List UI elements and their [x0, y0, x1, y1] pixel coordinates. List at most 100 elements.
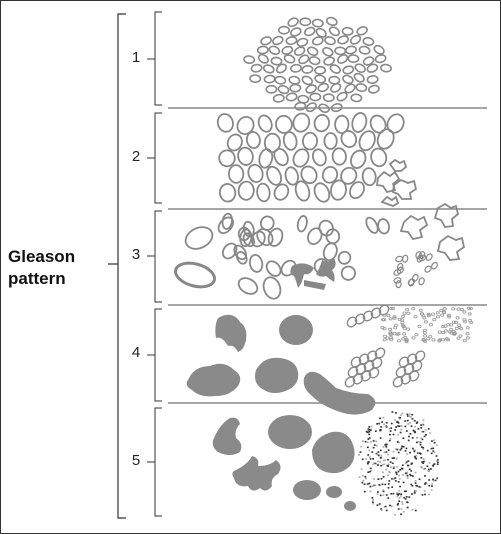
- pattern-2-gland: [247, 163, 264, 183]
- pattern-4-cell: [406, 311, 411, 315]
- pattern-5-cell: [377, 451, 380, 453]
- pattern-5-cell: [396, 492, 399, 494]
- pattern-5-cell: [382, 471, 384, 474]
- pattern-1-gland: [329, 64, 341, 74]
- pattern-4-cell: [388, 331, 393, 335]
- pattern-5-cell: [398, 478, 401, 480]
- pattern-5-cell: [411, 509, 414, 511]
- pattern-1-gland: [277, 25, 290, 35]
- pattern-2-gland: [273, 183, 290, 201]
- pattern-5-cell: [380, 508, 382, 510]
- pattern-3-small-gland: [411, 274, 419, 282]
- pattern-5-cell: [430, 468, 432, 470]
- pattern-2-gland: [245, 131, 261, 149]
- pattern-3-gland: [296, 215, 308, 233]
- pattern-5-cell: [404, 462, 407, 465]
- pattern-2-gland: [331, 147, 347, 166]
- pattern-3-label: 3: [131, 246, 141, 263]
- pattern-2-gland: [237, 146, 254, 166]
- pattern-5-cell: [423, 435, 426, 438]
- pattern-5-cell: [367, 428, 370, 430]
- pattern-2-gland: [266, 165, 283, 186]
- pattern-1-gland: [337, 35, 349, 45]
- pattern-5-cell: [424, 429, 427, 431]
- pattern-5-cell: [432, 447, 435, 450]
- pattern-5-cell: [426, 449, 429, 452]
- pattern-1-gland: [303, 26, 316, 37]
- row-bracket-3: [154, 210, 162, 303]
- pattern-5-cell: [403, 490, 406, 493]
- pattern-5-cell: [400, 508, 403, 510]
- pattern-5-cell: [406, 464, 409, 467]
- pattern-5-cell: [393, 457, 395, 459]
- pattern-5-cell: [375, 440, 378, 443]
- pattern-5-cell: [424, 483, 426, 485]
- pattern-4-cell: [392, 316, 397, 320]
- pattern-4-small-gland: [408, 370, 420, 382]
- pattern-4-cell: [467, 312, 472, 316]
- title-line-2: pattern: [8, 269, 66, 288]
- pattern-1-gland: [325, 16, 338, 27]
- pattern-5-cell: [391, 411, 394, 413]
- pattern-5-cell: [395, 448, 397, 450]
- pattern-5-cell: [366, 483, 369, 485]
- pattern-5-cell: [402, 474, 404, 476]
- pattern-5-cell: [358, 476, 361, 478]
- pattern-5-cell: [407, 415, 409, 417]
- pattern-4-cell: [468, 306, 473, 311]
- pattern-5-cell: [388, 439, 391, 442]
- pattern-5-cell: [396, 421, 398, 423]
- pattern-5-cell: [387, 463, 390, 466]
- pattern-5-cell: [381, 421, 383, 423]
- pattern-5-cell: [404, 425, 407, 428]
- pattern-2-gland: [282, 131, 298, 151]
- pattern-4-cell: [442, 307, 447, 311]
- pattern-4-cell: [435, 311, 440, 315]
- row-bracket-1: [154, 11, 162, 106]
- row-bracket-5: [154, 407, 162, 517]
- pattern-4-cell: [421, 314, 426, 318]
- pattern-5-cell: [422, 423, 425, 426]
- pattern-5-cell: [410, 425, 413, 427]
- pattern-2-gland: [358, 130, 376, 152]
- pattern-1-gland: [330, 82, 342, 93]
- pattern-5-cell: [403, 496, 406, 499]
- pattern-5-cell: [387, 483, 390, 485]
- pattern-5-cell: [425, 483, 428, 485]
- pattern-5-cell: [415, 484, 418, 487]
- pattern-3-leaf-gland: [433, 202, 460, 228]
- pattern-3-small-gland: [431, 261, 438, 270]
- pattern-4-cell: [393, 326, 398, 330]
- pattern-5-cell: [391, 486, 394, 488]
- pattern-2-gland: [361, 167, 377, 187]
- pattern-4-cell: [447, 315, 452, 319]
- pattern-5-cell: [398, 474, 400, 477]
- pattern-4-cell: [422, 328, 427, 332]
- pattern-4-cell: [428, 335, 433, 339]
- pattern-5-cell: [399, 449, 402, 451]
- pattern-5-cell: [400, 493, 403, 495]
- pattern-5-cell: [383, 451, 386, 454]
- pattern-5-cell: [397, 470, 400, 473]
- pattern-5-cell: [382, 464, 384, 466]
- pattern-1-gland: [314, 65, 327, 75]
- pattern-5-cell: [360, 445, 363, 448]
- pattern-4-small-gland: [368, 367, 380, 379]
- pattern-3-gland: [313, 258, 330, 275]
- pattern-5-cell: [365, 458, 367, 460]
- pattern-4-cell: [426, 312, 431, 316]
- pattern-4-cell: [452, 331, 457, 335]
- pattern-5-cell: [415, 490, 417, 492]
- pattern-5-cell: [436, 477, 439, 480]
- pattern-2-gland: [321, 165, 339, 184]
- pattern-4-cell: [462, 318, 467, 322]
- pattern-1-gland: [243, 55, 256, 65]
- pattern-5-cell: [382, 489, 384, 491]
- pattern-4-cell: [389, 336, 394, 340]
- pattern-4-cell: [411, 306, 416, 311]
- pattern-5-cell: [382, 416, 385, 419]
- pattern-5-cell: [396, 495, 399, 498]
- pattern-1-gland: [318, 103, 330, 113]
- pattern-5-cell: [372, 501, 374, 503]
- pattern-4-cell: [459, 327, 464, 331]
